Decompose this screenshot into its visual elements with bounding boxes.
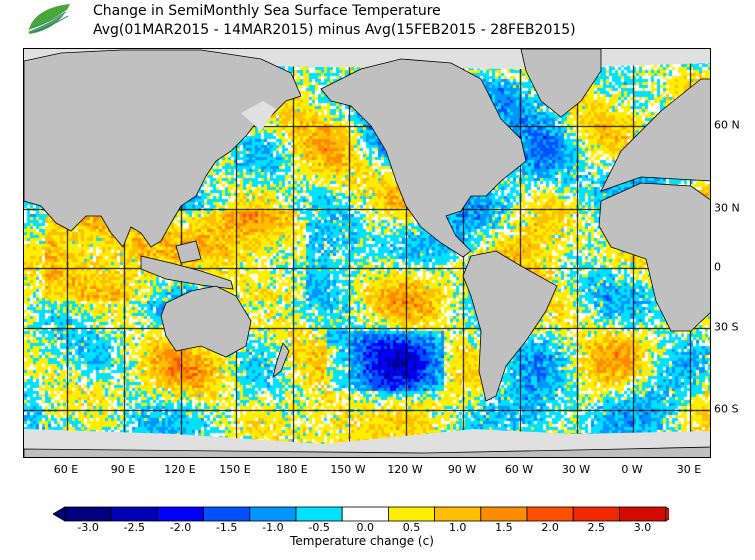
australia-landmass xyxy=(160,285,252,358)
colorbar-swatch xyxy=(619,506,667,522)
latitude-label: 0 xyxy=(714,260,721,274)
colorbar-tick-label: 1.5 xyxy=(495,521,513,534)
colorbar-tick-label: -1.0 xyxy=(262,521,284,534)
antarctic-ice xyxy=(24,429,710,457)
longitude-label: 120 E xyxy=(164,463,196,476)
latitude-label: 60 S xyxy=(714,402,739,416)
colorbar-tick-label: 2.5 xyxy=(587,521,606,534)
chart-subtitle: Avg(01MAR2015 - 14MAR2015) minus Avg(15F… xyxy=(93,22,576,38)
longitude-label: 180 E xyxy=(276,463,308,476)
colorbar-lower-arrow xyxy=(53,506,66,522)
landmasses xyxy=(24,49,710,457)
colorbar-tick-label: -0.5 xyxy=(308,521,330,534)
sst-map xyxy=(23,48,711,458)
colorbar-tick-label: -2.5 xyxy=(123,521,146,534)
asia-landmass xyxy=(24,49,302,248)
longitude-label: 120 W xyxy=(387,463,423,476)
latitude-label: 30 N xyxy=(714,201,740,215)
new-zealand-landmass xyxy=(272,342,290,378)
colorbar-tick-label: 0.5 xyxy=(402,521,421,534)
colorbar-tick-label: -2.0 xyxy=(169,521,192,534)
longitude-label: 60 E xyxy=(53,463,79,476)
colorbar-swatch xyxy=(387,506,435,522)
colorbar-tick-label: 2.0 xyxy=(541,521,559,534)
colorbar xyxy=(53,506,669,522)
latitude-label: 30 S xyxy=(714,320,739,334)
borneo-landmass xyxy=(175,240,202,264)
longitude-label: 90 W xyxy=(447,463,477,476)
south-america-landmass xyxy=(462,250,558,402)
colorbar-swatch xyxy=(110,506,158,522)
colorbar-swatch xyxy=(434,506,482,522)
colorbar-tick-label: -1.5 xyxy=(215,521,238,534)
latitude-label: 60 N xyxy=(714,118,740,132)
longitude-label: 150 W xyxy=(330,463,366,476)
longitude-label: 90 E xyxy=(110,463,136,476)
longitude-label: 0 W xyxy=(621,463,643,476)
longitude-label: 30 E xyxy=(676,463,702,476)
colorbar-swatch xyxy=(341,506,389,522)
colorbar-tick-label: 3.0 xyxy=(633,521,652,534)
longitude-label: 150 E xyxy=(219,463,251,476)
colorbar-swatch xyxy=(572,506,620,522)
kamchatka-ice xyxy=(241,101,276,131)
colorbar-tick-label: 1.0 xyxy=(448,521,467,534)
colorbar-swatch xyxy=(157,506,205,522)
colorbar-swatch xyxy=(64,506,112,522)
colorbar-tick-label: -3.0 xyxy=(77,521,99,534)
chart-title: Change in SemiMonthly Sea Surface Temper… xyxy=(93,3,441,19)
colorbar-swatch xyxy=(203,506,251,522)
colorbar-swatch xyxy=(480,506,528,522)
africa-landmass xyxy=(598,182,710,332)
colorbar-swatch xyxy=(295,506,343,522)
colorbar-tick-label: 0.0 xyxy=(356,521,375,534)
north-america-landmass xyxy=(320,58,527,258)
longitude-label: 30 W xyxy=(561,463,591,476)
leaf-wave-logo-icon xyxy=(25,4,70,34)
greenland-landmass xyxy=(520,49,602,118)
antarctica-landmass xyxy=(24,446,710,457)
longitude-label: 60 W xyxy=(504,463,534,476)
europe-landmass xyxy=(600,78,710,192)
colorbar-title: Temperature change (c) xyxy=(290,534,434,548)
colorbar-swatch xyxy=(526,506,574,522)
indonesia-landmass xyxy=(140,255,234,290)
colorbar-swatch xyxy=(249,506,297,522)
colorbar-upper-arrow xyxy=(665,506,669,522)
